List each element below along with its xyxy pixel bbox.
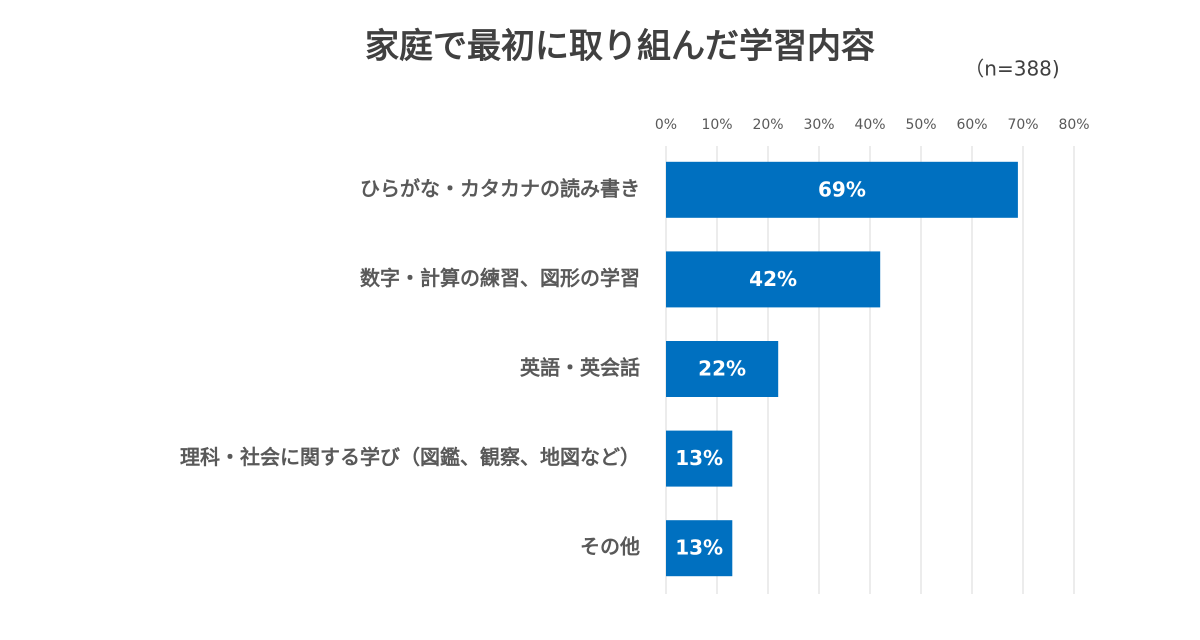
category-label: ひらがな・カタカナの読み書き [360,176,640,200]
category-label: 理科・社会に関する学び（図鑑、観察、地図など） [180,445,640,469]
chart-title: 家庭で最初に取り組んだ学習内容 [365,27,875,67]
x-tick-label: 20% [752,117,783,133]
bar [666,251,881,308]
bar [666,430,733,487]
value-label: 69% [818,177,866,201]
category-label: 数字・計算の練習、図形の学習 [360,266,640,290]
value-label: 13% [675,536,723,560]
chart-subtitle: （n=388) [964,57,1059,81]
x-tick-label: 70% [1007,117,1038,133]
value-label: 22% [698,357,746,381]
x-tick-label: 30% [803,117,834,133]
category-label: 英語・英会話 [520,356,640,380]
x-tick-label: 0% [655,117,677,133]
x-tick-label: 40% [854,117,885,133]
bar [666,341,779,397]
x-tick-label: 60% [956,117,987,133]
x-tick-label: 80% [1058,117,1089,133]
value-label: 42% [749,267,797,291]
x-tick-label: 10% [701,117,732,133]
category-label: その他 [580,535,640,559]
bar [666,520,733,577]
value-label: 13% [675,446,723,470]
bar [666,161,1018,218]
x-tick-label: 50% [905,117,936,133]
